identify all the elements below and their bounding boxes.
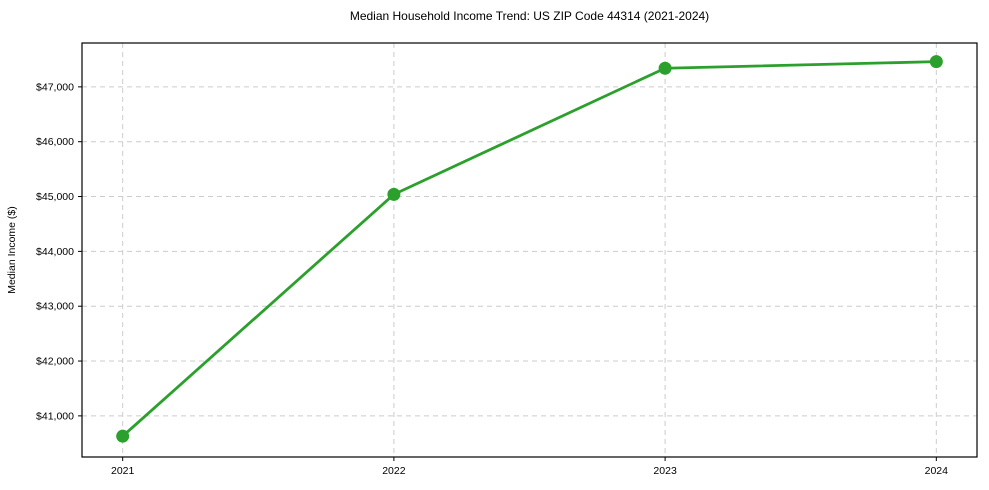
data-point-2021 (116, 429, 130, 443)
x-tick-label: 2024 (925, 465, 949, 477)
data-point-2022 (387, 187, 401, 201)
y-tick-label: $44,000 (36, 246, 74, 258)
y-tick-label: $43,000 (36, 301, 74, 313)
y-tick-label: $46,000 (36, 136, 74, 148)
data-point-2024 (929, 55, 943, 69)
plot-border (81, 42, 978, 458)
data-point-2023 (658, 61, 672, 75)
chart-title: Median Household Income Trend: US ZIP Co… (349, 9, 710, 23)
x-tick-label: 2023 (653, 465, 677, 477)
x-tick-label: 2022 (382, 465, 406, 477)
y-tick-label: $41,000 (36, 410, 74, 422)
y-tick-label: $47,000 (36, 81, 74, 93)
y-tick-label: $42,000 (36, 356, 74, 368)
income-trend-line (121, 60, 938, 438)
x-tick-label: 2021 (111, 465, 135, 477)
y-tick-label: $45,000 (36, 191, 74, 203)
